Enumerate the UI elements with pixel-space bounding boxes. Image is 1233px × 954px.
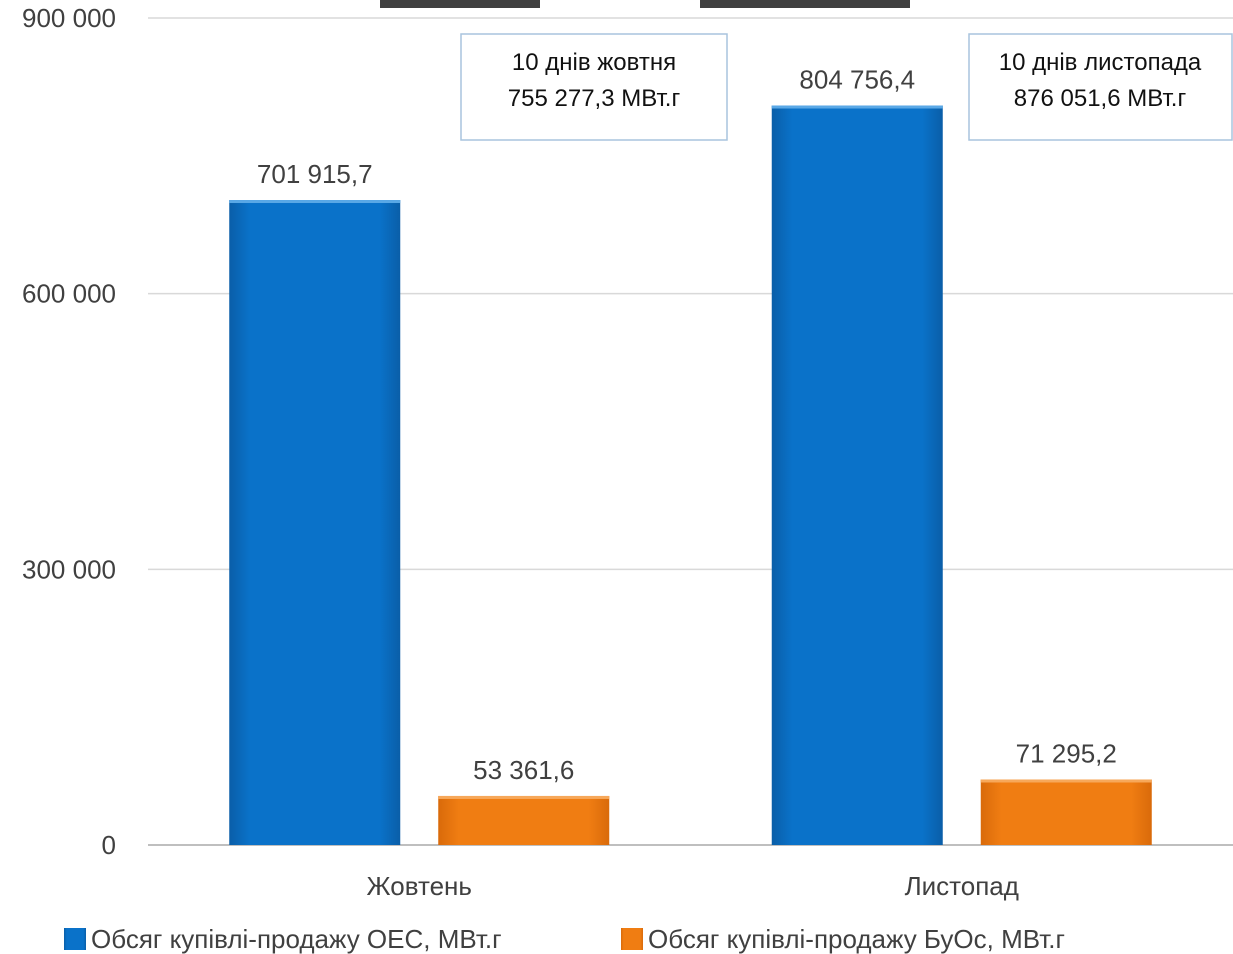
bar-highlight	[438, 795, 610, 799]
annotation-line-2: 755 277,3 МВт.г	[508, 85, 681, 112]
annotation-october: 10 днів жовтня 755 277,3 МВт.г	[460, 33, 728, 141]
annotation-november: 10 днів листопада 876 051,6 МВт.г	[968, 33, 1233, 141]
data-label: 804 756,4	[799, 65, 915, 95]
y-tick-label: 300 000	[22, 554, 116, 584]
bar-highlight	[980, 779, 1152, 783]
annotation-box	[968, 33, 1233, 141]
legend-swatch-buos	[621, 928, 643, 950]
bar-highlight	[771, 105, 943, 109]
y-tick-label: 900 000	[22, 3, 116, 33]
annotation-box	[460, 33, 728, 141]
bar	[771, 105, 943, 845]
data-labels: 701 915,7 53 361,6 804 756,4 71 295,2	[257, 65, 1117, 785]
x-tick-label: Листопад	[905, 871, 1019, 901]
chart-title-partial	[380, 0, 910, 8]
annotation-line-1: 10 днів листопада	[999, 49, 1202, 76]
data-label: 71 295,2	[1016, 738, 1117, 768]
annotation-line-1: 10 днів жовтня	[512, 49, 676, 76]
x-axis-category-labels: Жовтень Листопад	[367, 871, 1019, 901]
title-fragment	[380, 0, 540, 8]
legend-label-buos: Обсяг купівлі-продажу БуОс, МВт.г	[648, 924, 1065, 954]
y-tick-label: 600 000	[22, 279, 116, 309]
annotation-line-2: 876 051,6 МВт.г	[1014, 85, 1187, 112]
legend: Обсяг купівлі-продажу ОЕС, МВт.г Обсяг к…	[64, 924, 1065, 954]
bar	[980, 779, 1152, 845]
legend-swatch-oes	[64, 928, 86, 950]
bar	[229, 200, 401, 845]
data-label: 701 915,7	[257, 159, 373, 189]
bar	[438, 795, 610, 845]
title-fragment	[700, 0, 910, 8]
y-axis-tick-labels: 0 300 000 600 000 900 000	[22, 3, 116, 860]
data-label: 53 361,6	[473, 755, 574, 785]
bar-highlight	[229, 200, 401, 204]
bar-series	[229, 105, 1152, 845]
y-tick-label: 0	[102, 830, 116, 860]
legend-label-oes: Обсяг купівлі-продажу ОЕС, МВт.г	[91, 924, 502, 954]
x-tick-label: Жовтень	[367, 871, 472, 901]
